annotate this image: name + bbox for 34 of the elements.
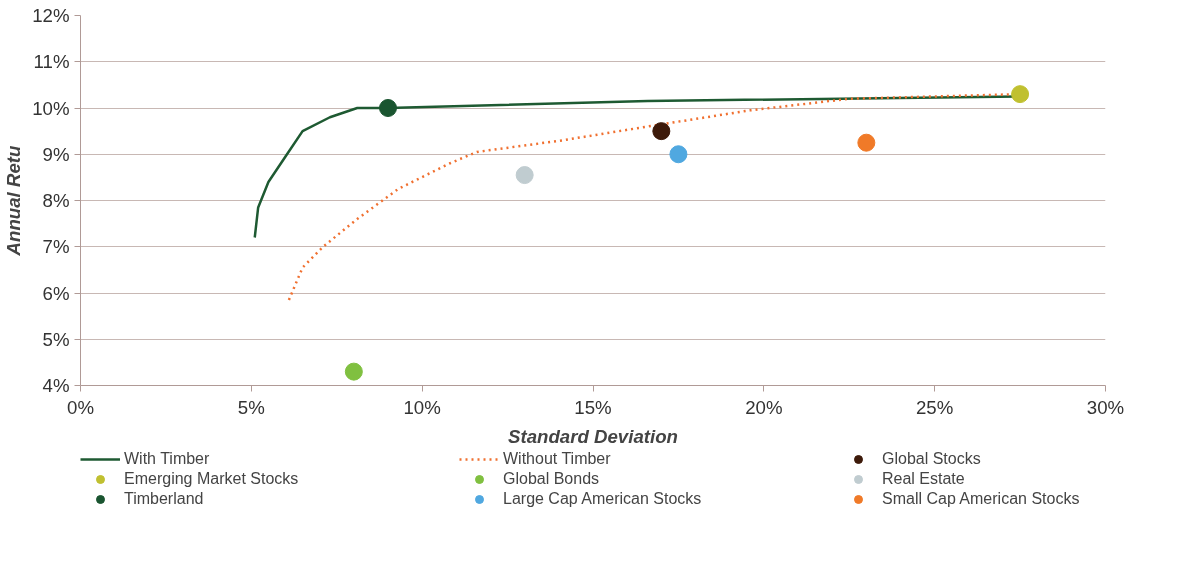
point (652, 122, 671, 141)
y-tick-label: 9% (42, 143, 70, 165)
x-tick-label: 15% (574, 396, 612, 418)
legend-label: Small Cap American Stocks (882, 489, 1081, 509)
y-tick-label: 4% (42, 375, 70, 396)
y-tick-label: 6% (42, 282, 70, 304)
y-tick-label: 12% (32, 5, 70, 26)
legend-label: Emerging Market Stocks (124, 469, 300, 489)
x-tick-label: 10% (403, 396, 441, 418)
point (669, 145, 688, 164)
y-tick-label: 11% (33, 51, 70, 73)
x-tick-label: 25% (916, 396, 954, 418)
y-tick-label: 10% (32, 97, 70, 119)
legend-label: Timberland (124, 489, 205, 509)
point (857, 133, 876, 152)
legend-label: Global Bonds (503, 469, 601, 489)
legend-label: With Timber (124, 449, 211, 469)
y-tick-label: 8% (42, 190, 70, 211)
legend-label: Without Timber (503, 449, 612, 469)
legend-label: Real Estate (882, 469, 966, 489)
y-axis-title: Annual Retu (3, 144, 25, 257)
x-tick-label: 5% (237, 396, 265, 418)
y-tick-label: 7% (42, 236, 70, 258)
point (515, 166, 534, 185)
point (344, 362, 363, 381)
point (1011, 85, 1030, 104)
x-tick-label: 30% (1086, 396, 1125, 418)
x-tick-label: 0% (67, 396, 94, 418)
legend-label: Large Cap American Stocks (503, 489, 703, 509)
legend-label: Global Stocks (882, 449, 982, 469)
x-axis-title: Standard Deviation (507, 425, 679, 447)
y-tick-label: 5% (42, 328, 70, 350)
x-tick-label: 20% (745, 396, 783, 418)
point (379, 99, 397, 117)
